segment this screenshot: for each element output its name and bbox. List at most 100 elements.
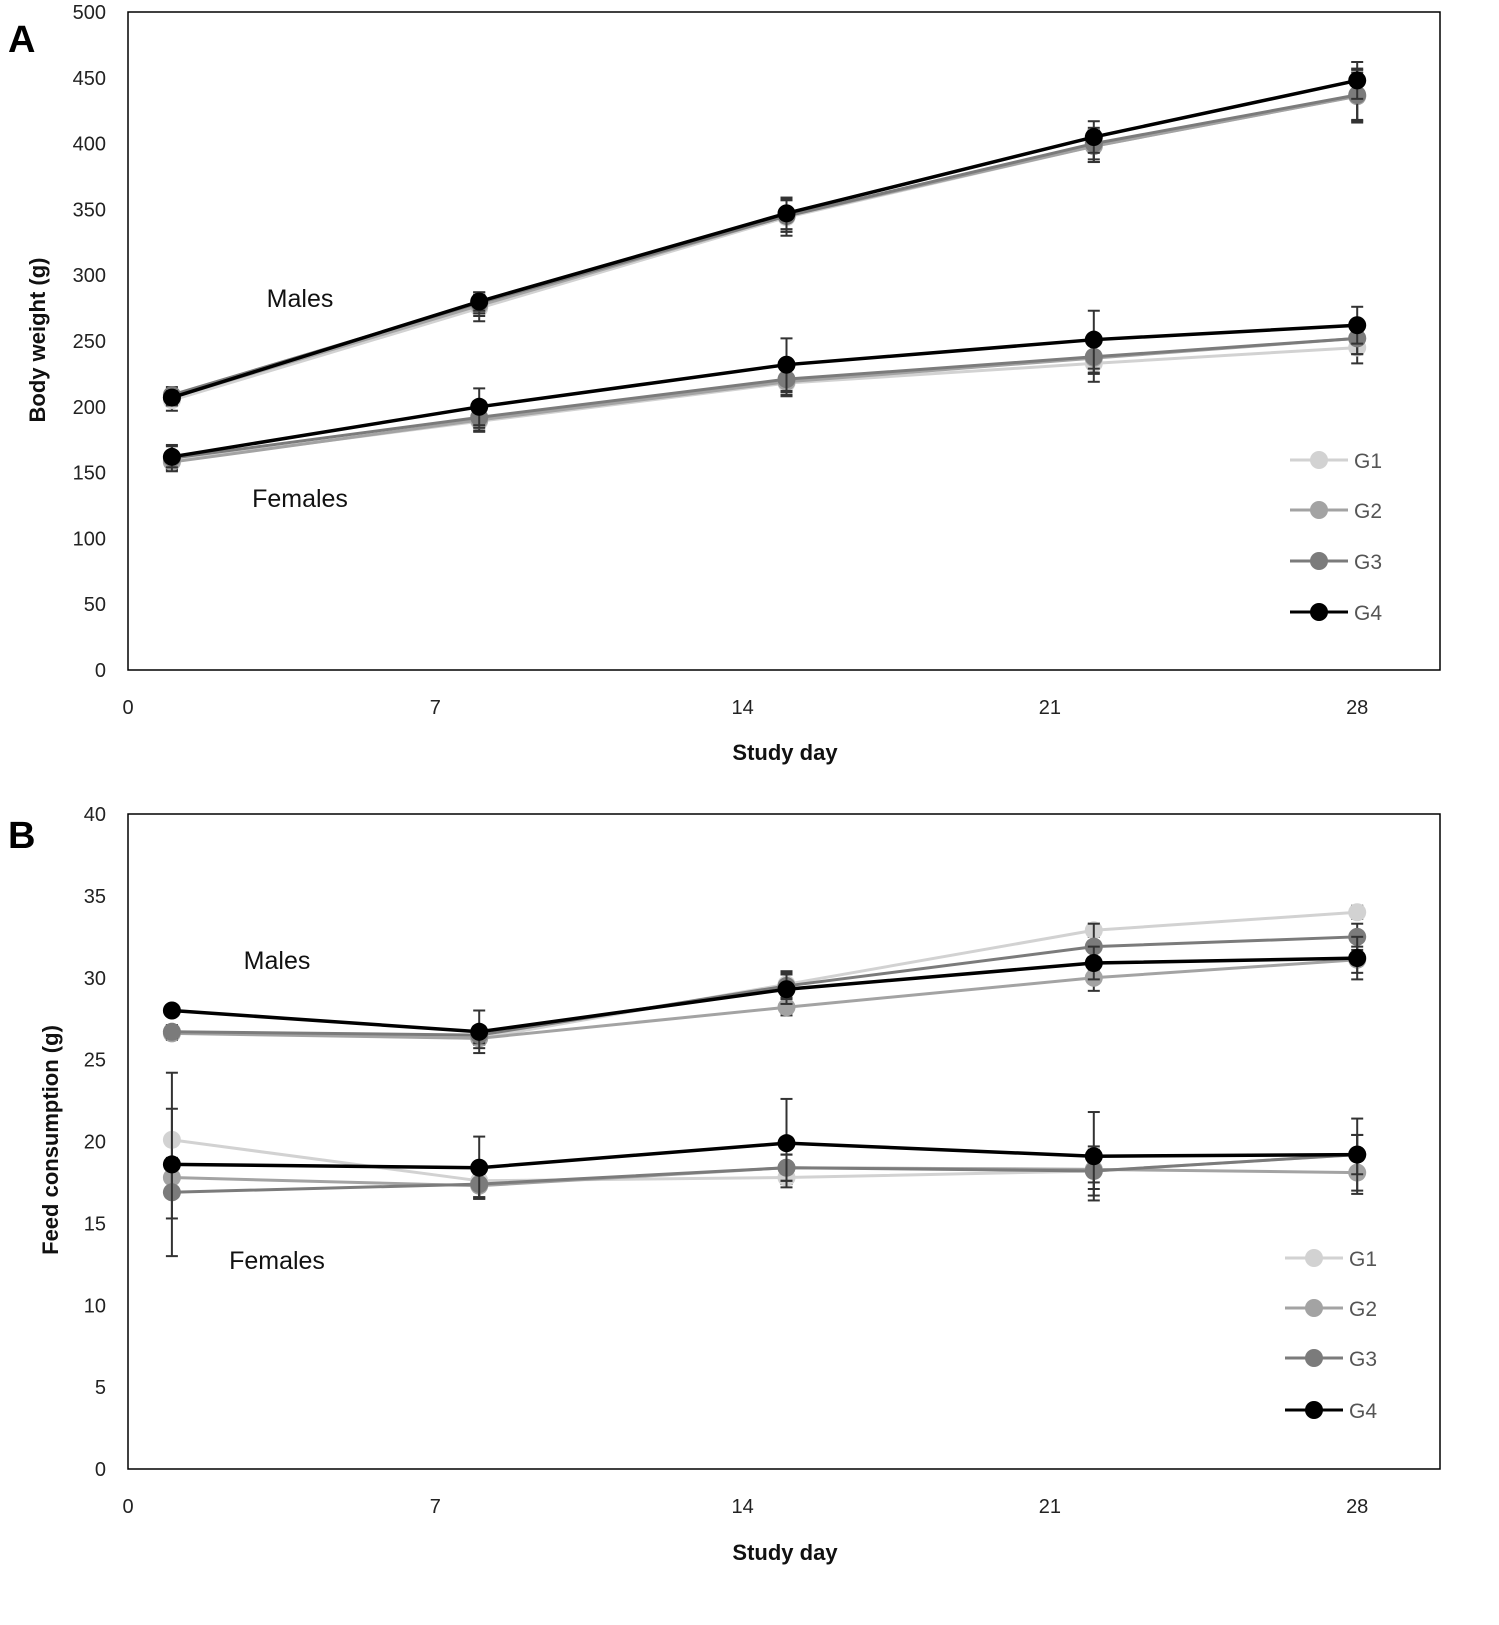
chart-a-y-tick-label: 400 bbox=[73, 134, 106, 156]
chart-b-y-tick-label: 15 bbox=[84, 1213, 106, 1235]
females-label-a: Females bbox=[252, 485, 348, 513]
chart-a-legend-item-g3: G3 bbox=[1290, 551, 1382, 574]
chart-a-series-males-g1 bbox=[162, 68, 1367, 412]
data-point bbox=[1084, 954, 1103, 973]
chart-a-y-tick-label: 0 bbox=[95, 660, 106, 682]
data-point bbox=[777, 1134, 796, 1153]
legend-label: G1 bbox=[1349, 1248, 1377, 1271]
x-axis-label-b: Study day bbox=[732, 1540, 838, 1565]
data-point bbox=[1348, 949, 1367, 968]
chart-a-y-tick-label: 350 bbox=[73, 199, 106, 221]
chart-b-legend-item-g1: G1 bbox=[1285, 1248, 1377, 1271]
chart-b-legend-item-g2: G2 bbox=[1285, 1298, 1377, 1321]
data-point bbox=[162, 447, 181, 466]
data-point bbox=[470, 1158, 489, 1177]
legend-label: G2 bbox=[1354, 500, 1382, 523]
chart-b-legend-item-g4: G4 bbox=[1285, 1400, 1377, 1423]
legend-marker bbox=[1305, 1299, 1323, 1317]
data-point bbox=[162, 1155, 181, 1174]
chart-b-x-tick-label: 28 bbox=[1346, 1496, 1368, 1518]
series-line bbox=[171, 94, 1358, 402]
data-point bbox=[1348, 903, 1367, 922]
chart-a-x-tick-label: 14 bbox=[731, 697, 753, 719]
chart-b-y-tick-label: 30 bbox=[84, 968, 106, 990]
legend-label: G4 bbox=[1349, 1400, 1377, 1423]
series-line bbox=[171, 956, 1358, 1034]
chart-b-y-tick-label: 20 bbox=[84, 1132, 106, 1154]
males-label-a: Males bbox=[267, 285, 334, 313]
legend-marker bbox=[1310, 603, 1328, 621]
chart-b-series-males-g4 bbox=[162, 935, 1367, 1055]
legend-marker bbox=[1305, 1401, 1323, 1419]
data-point bbox=[1348, 71, 1367, 90]
chart-a-y-tick-label: 500 bbox=[73, 2, 106, 24]
chart-b-y-tick-label: 25 bbox=[84, 1050, 106, 1072]
data-point bbox=[777, 998, 796, 1017]
males-label-b: Males bbox=[244, 947, 311, 975]
data-point bbox=[1084, 330, 1103, 349]
data-point bbox=[1348, 1145, 1367, 1164]
legend-label: G1 bbox=[1354, 450, 1382, 473]
series-line bbox=[171, 935, 1358, 1037]
y-axis-label-a: Body weight (g) bbox=[25, 258, 50, 423]
chart-b-y-tick-label: 10 bbox=[84, 1295, 106, 1317]
chart-a-legend-item-g1: G1 bbox=[1290, 450, 1382, 473]
data-point bbox=[1348, 316, 1367, 335]
females-label-b: Females bbox=[229, 1247, 325, 1275]
chart-a-legend-item-g2: G2 bbox=[1290, 500, 1382, 523]
legend-marker bbox=[1310, 451, 1328, 469]
chart-a-x-tick-label: 0 bbox=[122, 697, 133, 719]
y-axis-label-b: Feed consumption (g) bbox=[38, 1025, 63, 1255]
chart-a-series-males-g4 bbox=[162, 61, 1367, 407]
chart-a-y-tick-label: 150 bbox=[73, 463, 106, 485]
chart-b-x-tick-label: 14 bbox=[731, 1496, 753, 1518]
chart-a-y-tick-label: 200 bbox=[73, 397, 106, 419]
series-line bbox=[171, 1153, 1358, 1194]
chart-b-x-tick-label: 21 bbox=[1039, 1496, 1061, 1518]
chart-a-y-tick-label: 450 bbox=[73, 68, 106, 90]
chart-b-y-tick-label: 40 bbox=[84, 804, 106, 826]
chart-b-series-females-g1 bbox=[162, 1107, 1367, 1199]
data-point bbox=[1084, 128, 1103, 147]
data-point bbox=[470, 397, 489, 416]
data-point bbox=[162, 1001, 181, 1020]
data-point bbox=[470, 292, 489, 311]
legend-marker bbox=[1310, 552, 1328, 570]
chart-a-x-tick-label: 28 bbox=[1346, 697, 1368, 719]
chart-a-legend-item-g4: G4 bbox=[1290, 602, 1382, 625]
chart-a-y-tick-label: 250 bbox=[73, 331, 106, 353]
x-axis-label-a: Study day bbox=[732, 740, 838, 765]
chart-a-x-tick-label: 7 bbox=[430, 697, 441, 719]
data-point bbox=[1084, 1147, 1103, 1166]
data-point bbox=[162, 388, 181, 407]
data-point bbox=[777, 355, 796, 374]
legend-marker bbox=[1305, 1249, 1323, 1267]
series-line bbox=[171, 910, 1358, 1040]
panel-label-a: A bbox=[8, 19, 35, 61]
chart-a-x-tick-label: 21 bbox=[1039, 697, 1061, 719]
chart-a-plot-frame bbox=[127, 11, 1441, 671]
chart-b-series-females-g4 bbox=[162, 1071, 1367, 1258]
chart-b-y-tick-label: 5 bbox=[95, 1377, 106, 1399]
legend-label: G3 bbox=[1354, 551, 1382, 574]
legend-label: G3 bbox=[1349, 1348, 1377, 1371]
legend-label: G2 bbox=[1349, 1298, 1377, 1321]
chart-b-plot-frame bbox=[127, 813, 1441, 1470]
chart-a-series-females-g4 bbox=[162, 305, 1367, 469]
panel-label-b: B bbox=[8, 815, 35, 857]
chart-b-y-tick-label: 35 bbox=[84, 886, 106, 908]
chart-b-y-tick-label: 0 bbox=[95, 1459, 106, 1481]
series-line bbox=[171, 346, 1358, 463]
chart-a-y-tick-label: 300 bbox=[73, 265, 106, 287]
chart-b-x-tick-label: 0 bbox=[122, 1496, 133, 1518]
chart-a-y-tick-label: 50 bbox=[84, 594, 106, 616]
legend-marker bbox=[1310, 501, 1328, 519]
data-point bbox=[470, 1022, 489, 1041]
chart-b-series-males-g1 bbox=[162, 903, 1367, 1048]
chart-b-series-males-g3 bbox=[162, 922, 1367, 1045]
legend-label: G4 bbox=[1354, 602, 1382, 625]
series-line bbox=[171, 336, 1358, 460]
legend-marker bbox=[1305, 1349, 1323, 1367]
chart-b-legend-item-g3: G3 bbox=[1285, 1348, 1377, 1371]
